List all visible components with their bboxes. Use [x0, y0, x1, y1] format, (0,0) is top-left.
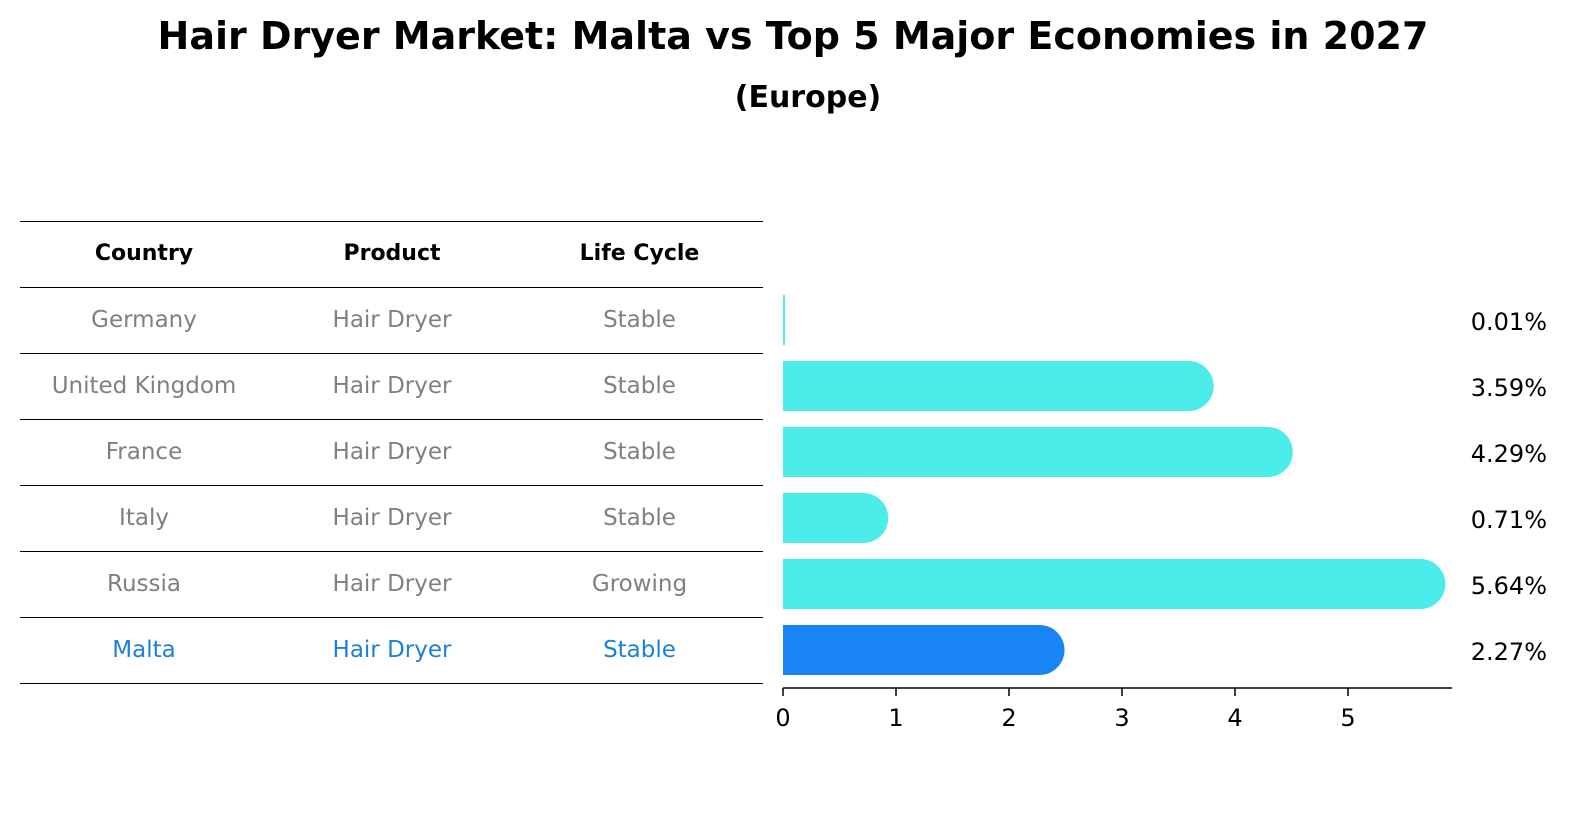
cell-product: Hair Dryer — [332, 439, 452, 465]
cell-country: Italy — [119, 505, 169, 531]
bar-russia — [783, 559, 1446, 609]
x-tick-label: 0 — [775, 704, 790, 732]
chart-title: Hair Dryer Market: Malta vs Top 5 Major … — [157, 14, 1429, 58]
table-row: France Hair Dryer Stable — [20, 419, 763, 485]
bar-france — [783, 427, 1293, 477]
header-product: Product — [343, 241, 441, 266]
cell-country: France — [105, 439, 183, 465]
table-row: Germany Hair Dryer Stable — [20, 287, 763, 353]
cell-life-cycle: Stable — [603, 439, 676, 465]
bar-malta — [783, 625, 1065, 675]
cell-product: Hair Dryer — [332, 373, 452, 399]
x-tick-label: 5 — [1340, 704, 1355, 732]
table-rule — [20, 683, 763, 684]
value-label: 3.59% — [1471, 374, 1547, 402]
cell-product: Hair Dryer — [332, 505, 452, 531]
cell-country: Malta — [112, 637, 176, 663]
bar-italy — [783, 493, 889, 543]
cell-life-cycle: Stable — [603, 637, 676, 663]
value-label: 0.01% — [1471, 308, 1547, 336]
table-rule — [20, 287, 763, 288]
cell-life-cycle: Stable — [603, 307, 676, 333]
cell-product: Hair Dryer — [332, 307, 452, 333]
table-rule — [20, 353, 763, 354]
x-tick-label: 4 — [1227, 704, 1242, 732]
cell-country: United Kingdom — [51, 373, 237, 399]
value-label: 2.27% — [1471, 638, 1547, 666]
cell-country: Russia — [107, 571, 181, 597]
table-row: Russia Hair Dryer Growing — [20, 551, 763, 617]
value-label: 4.29% — [1471, 440, 1547, 468]
value-label: 5.64% — [1471, 572, 1547, 600]
cell-country: Germany — [91, 307, 197, 333]
table-rule — [20, 617, 763, 618]
chart-subtitle: (Europe) — [734, 80, 882, 115]
table-rule — [20, 419, 763, 420]
header-life-cycle: Life Cycle — [579, 241, 700, 266]
x-tick-label: 3 — [1114, 704, 1129, 732]
table-row: Italy Hair Dryer Stable — [20, 485, 763, 551]
cell-life-cycle: Stable — [603, 505, 676, 531]
table-row: United Kingdom Hair Dryer Stable — [20, 353, 763, 419]
bar-germany — [783, 295, 785, 345]
value-label: 0.71% — [1471, 506, 1547, 534]
cell-product: Hair Dryer — [332, 571, 452, 597]
cell-product: Hair Dryer — [332, 637, 452, 663]
bar-united-kingdom — [783, 361, 1214, 411]
cell-life-cycle: Stable — [603, 373, 676, 399]
table-rule — [20, 221, 763, 222]
header-country: Country — [94, 241, 194, 266]
table-row-highlight: Malta Hair Dryer Stable — [20, 617, 763, 683]
table-rule — [20, 485, 763, 486]
cell-life-cycle: Growing — [591, 571, 688, 597]
table-header-row: Country Product Life Cycle — [20, 221, 763, 287]
table-rule — [20, 551, 763, 552]
x-tick-label: 2 — [1001, 704, 1016, 732]
x-tick-label: 1 — [888, 704, 903, 732]
